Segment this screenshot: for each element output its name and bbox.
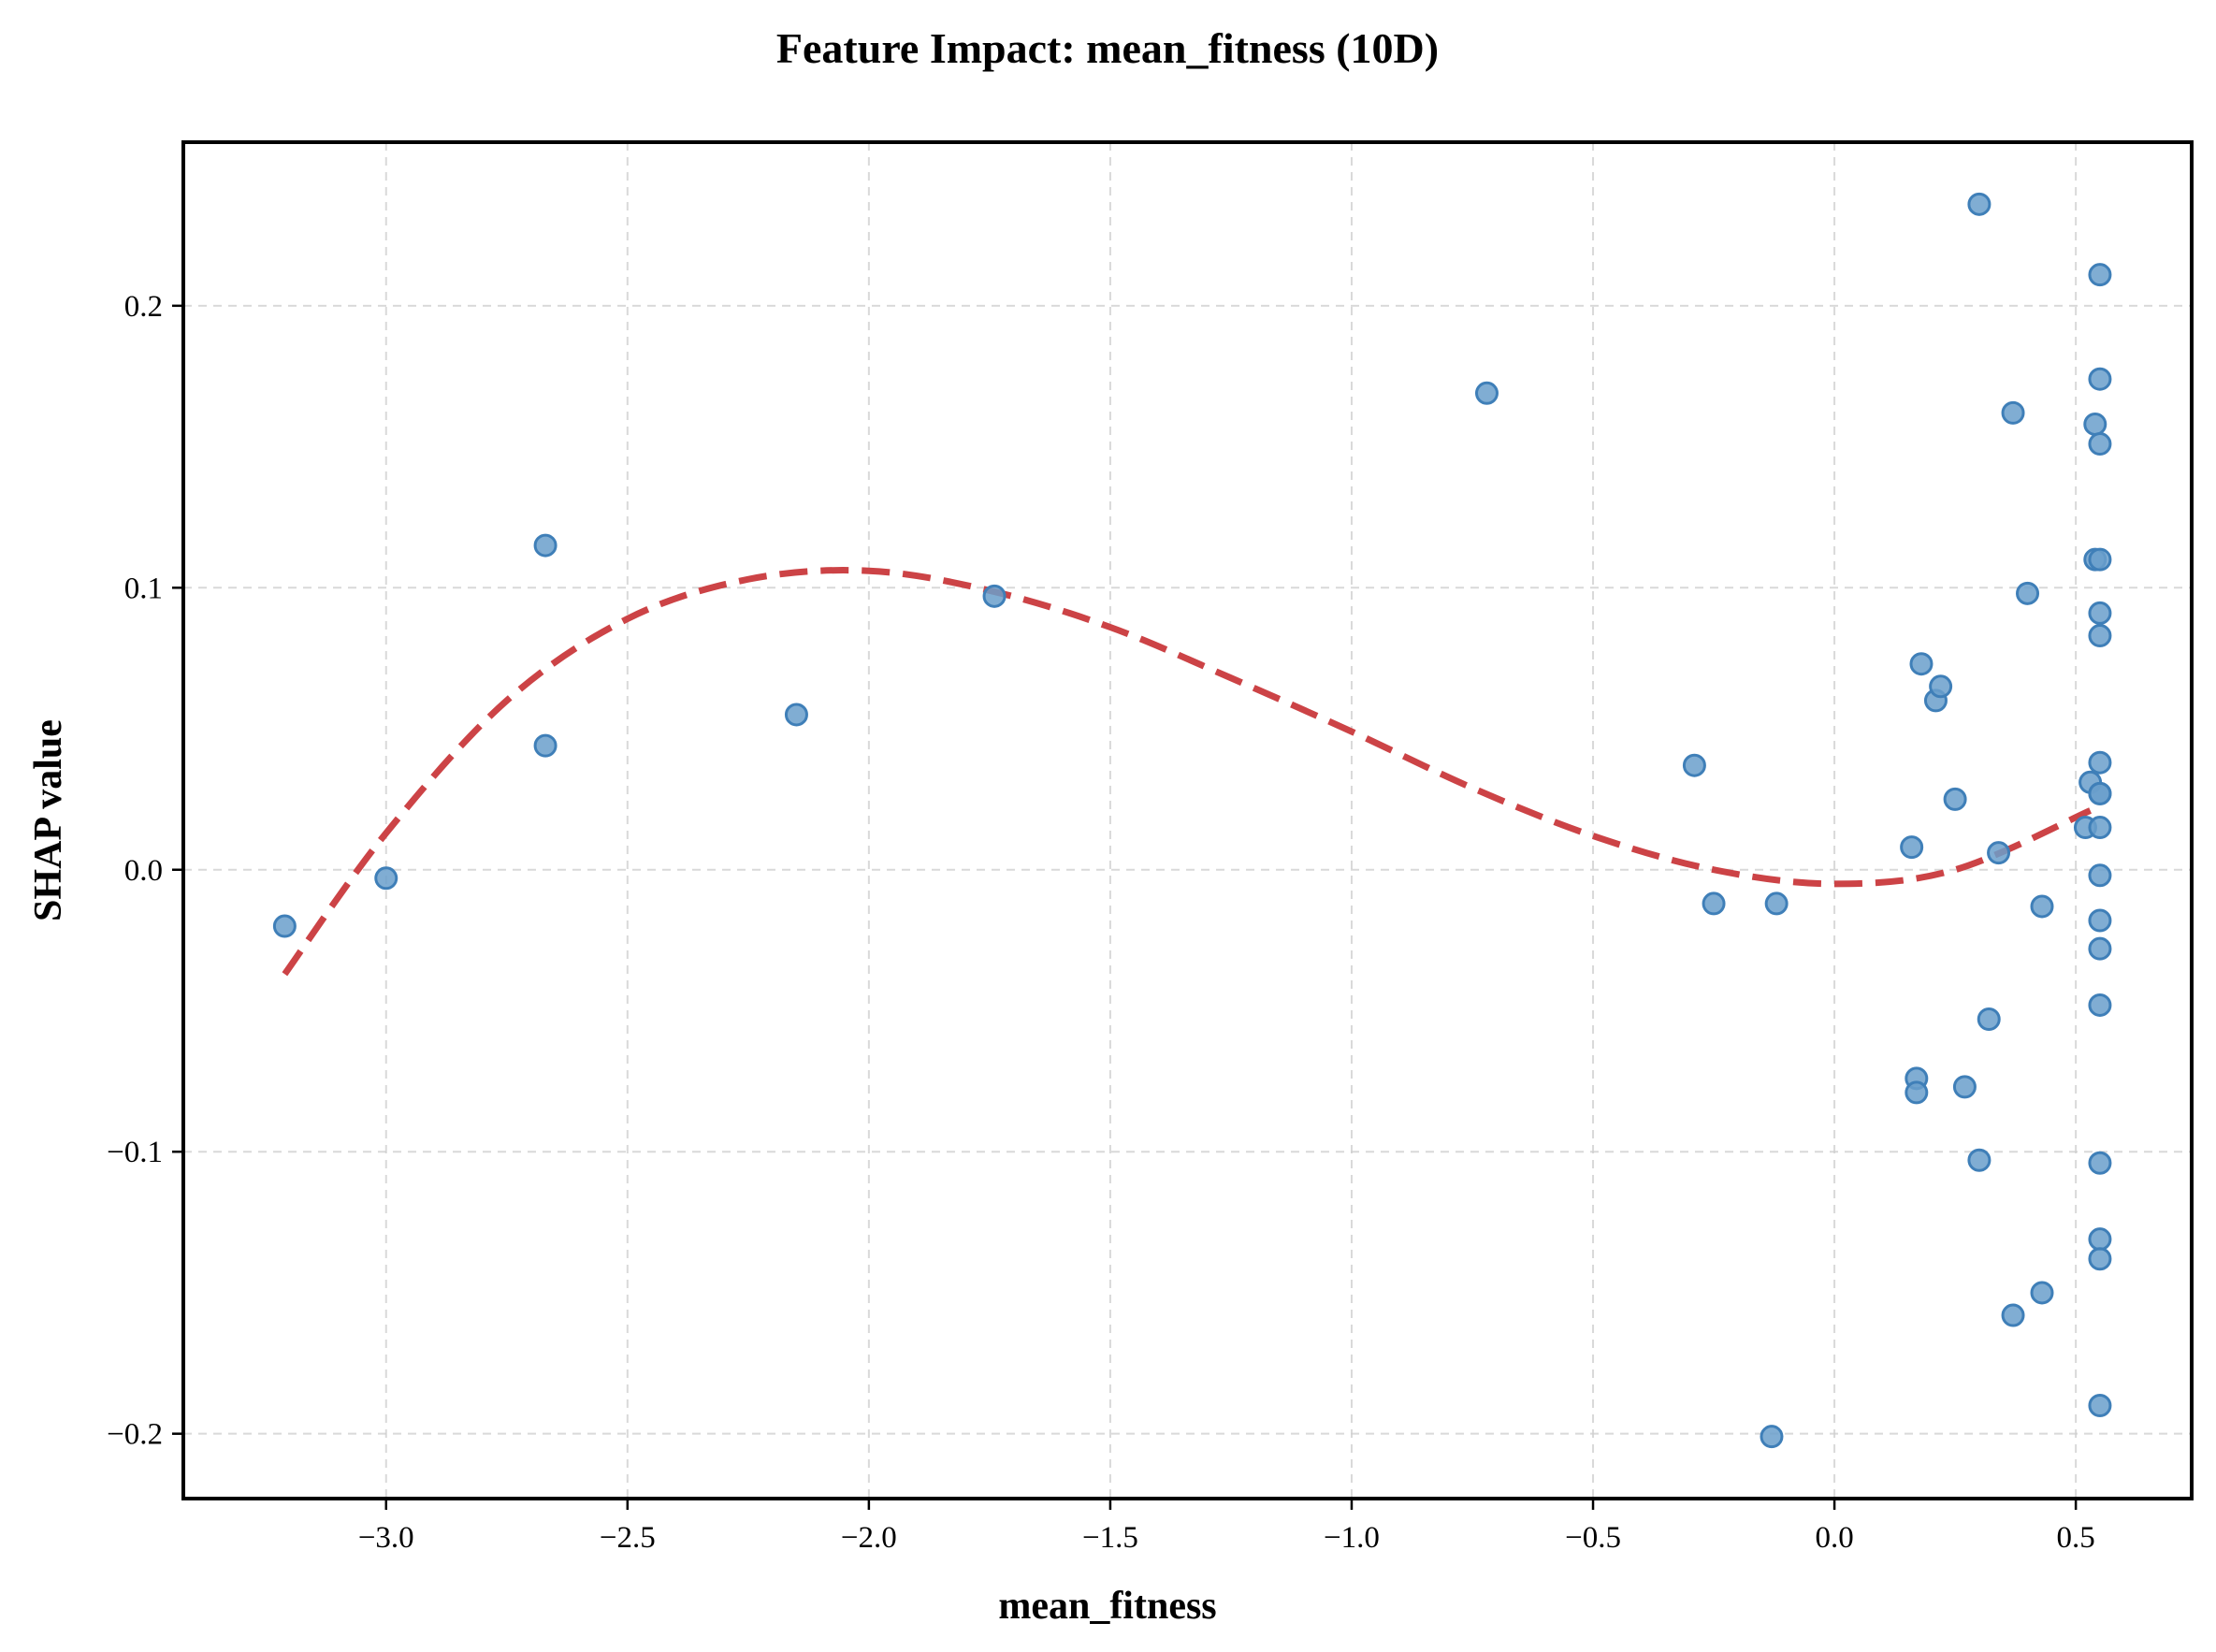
grid xyxy=(183,142,2192,1499)
scatter-point xyxy=(2088,781,2112,805)
y-tick-label: −0.2 xyxy=(107,1418,163,1452)
scatter-point xyxy=(2030,894,2054,919)
scatter-point xyxy=(1967,192,1992,216)
scatter-point xyxy=(1900,835,1924,860)
x-tick-label: −3.0 xyxy=(358,1521,414,1555)
x-axis-ticks: −3.0 −2.5 −2.0 −1.5 −1.0 −0.5 0.0 0.5 xyxy=(358,1499,2095,1555)
scatter-point xyxy=(2088,1151,2112,1175)
chart-title: Feature Impact: mean_fitness (10D) xyxy=(776,24,1439,72)
scatter-point xyxy=(2088,1227,2112,1252)
points-layer xyxy=(272,192,2112,1449)
x-tick-label: −0.5 xyxy=(1565,1521,1621,1555)
scatter-point xyxy=(2030,1281,2054,1305)
scatter-point xyxy=(1760,1425,1784,1449)
scatter-point xyxy=(784,703,808,727)
scatter-point xyxy=(1977,1007,2001,1032)
y-tick-label: −0.1 xyxy=(107,1136,163,1169)
scatter-point xyxy=(374,866,398,891)
scatter-point xyxy=(1474,381,1499,405)
scatter-point xyxy=(2088,908,2112,933)
y-tick-label: 0.1 xyxy=(124,572,163,605)
x-tick-label: −2.0 xyxy=(841,1521,897,1555)
scatter-point xyxy=(2088,936,2112,961)
scatter-point xyxy=(533,533,558,558)
scatter-point xyxy=(533,733,558,758)
scatter-point xyxy=(272,914,297,938)
scatter-point xyxy=(2088,263,2112,287)
x-tick-label: −1.0 xyxy=(1324,1521,1380,1555)
scatter-point xyxy=(2088,863,2112,888)
x-tick-label: 0.0 xyxy=(1815,1521,1853,1555)
scatter-point xyxy=(2088,367,2112,391)
scatter-point xyxy=(1905,1080,1929,1105)
scatter-point xyxy=(1764,891,1789,916)
trend-layer xyxy=(282,567,2093,977)
scatter-point xyxy=(1702,891,1726,916)
scatter-point xyxy=(2001,1303,2025,1327)
scatter-point xyxy=(2001,400,2025,425)
x-axis-label: mean_fitness xyxy=(998,1585,1216,1628)
scatter-point xyxy=(1952,1075,1977,1099)
scatter-point xyxy=(2088,1247,2112,1271)
scatter-point xyxy=(982,584,1007,608)
scatter-point xyxy=(1967,1148,1992,1172)
scatter-point xyxy=(1909,652,1934,676)
scatter-point xyxy=(1943,787,1967,811)
scatter-point xyxy=(2088,601,2112,625)
x-tick-label: −2.5 xyxy=(600,1521,656,1555)
y-tick-label: 0.0 xyxy=(124,854,163,888)
x-tick-label: −1.5 xyxy=(1082,1521,1138,1555)
scatter-point xyxy=(2088,816,2112,840)
scatter-point xyxy=(2088,750,2112,775)
scatter-point xyxy=(2088,1394,2112,1418)
scatter-point xyxy=(1987,841,2011,865)
trend-line xyxy=(282,567,2093,977)
scatter-point xyxy=(2088,432,2112,456)
x-tick-label: 0.5 xyxy=(2057,1521,2095,1555)
scatter-point xyxy=(2083,412,2107,436)
y-tick-label: 0.2 xyxy=(124,290,163,324)
scatter-point xyxy=(2088,624,2112,648)
plot-frame xyxy=(181,140,2194,1500)
y-axis-label: SHAP value xyxy=(27,719,70,921)
scatter-point xyxy=(2088,547,2112,572)
y-axis-ticks: −0.2 −0.1 0.0 0.1 0.2 xyxy=(107,290,183,1452)
scatter-point xyxy=(1682,753,1706,777)
scatter-point xyxy=(1929,674,1953,699)
scatter-point xyxy=(2088,993,2112,1017)
scatter-point xyxy=(2016,581,2040,605)
